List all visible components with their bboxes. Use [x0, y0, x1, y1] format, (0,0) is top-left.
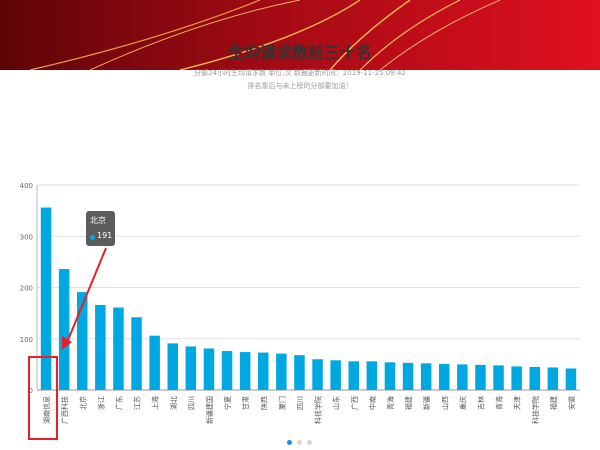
x-tick-label: 湖北 — [169, 396, 178, 410]
bar — [312, 359, 323, 390]
bar — [475, 364, 486, 390]
bar — [276, 353, 287, 390]
x-tick-label: 陕西 — [259, 396, 268, 410]
y-tick-label: 400 — [20, 182, 33, 190]
bar — [95, 304, 106, 390]
y-tick-label: 100 — [20, 336, 33, 344]
page-dot[interactable] — [297, 440, 302, 445]
bar — [58, 269, 70, 390]
x-tick-label: 甘肃 — [241, 396, 250, 410]
chart-title: 生均请求数前三十名 — [227, 43, 372, 62]
tooltip-value: 191 — [97, 231, 113, 240]
page-dot[interactable] — [287, 440, 292, 445]
header-banner — [0, 0, 600, 70]
x-tick-label: 安徽 — [567, 396, 576, 410]
chart-tooltip: 北京 191 — [86, 211, 115, 246]
bar — [384, 362, 396, 390]
bar — [439, 363, 450, 390]
x-tick-label: 厦门 — [277, 396, 286, 410]
x-tick-label: 新疆 — [422, 396, 431, 410]
bar — [221, 351, 233, 390]
x-tick-label: 广西科技 — [60, 396, 69, 424]
y-tick-label: 300 — [20, 233, 33, 241]
bar — [131, 317, 142, 390]
x-tick-label: 山西 — [440, 396, 449, 410]
annotation-arrow — [67, 247, 107, 341]
x-tick-label: 新疆建国 — [205, 396, 214, 424]
x-tick-label: 重庆 — [458, 396, 467, 410]
bar — [40, 207, 52, 390]
y-tick-label: 200 — [20, 285, 33, 293]
bar — [511, 366, 522, 390]
x-tick-label: 福建 — [404, 396, 413, 410]
bar — [547, 367, 559, 390]
x-tick-label: 广东 — [114, 396, 123, 410]
bar — [420, 363, 432, 390]
x-tick-label: 浙江 — [96, 396, 105, 410]
bar — [366, 361, 378, 390]
bar — [77, 292, 88, 390]
bar — [258, 352, 269, 390]
x-tick-label: 江苏 — [133, 396, 142, 410]
bar — [185, 346, 197, 390]
banner-graphic — [0, 0, 600, 70]
bar — [402, 362, 414, 390]
bar — [203, 348, 215, 390]
x-tick-label: 青海 — [386, 396, 395, 410]
x-tick-label: 四川 — [188, 396, 196, 410]
chart-subtitle: 分部24小时生均请求数 单位:次 数据更新时间：2019-11-25 09:42 — [194, 69, 406, 77]
highlight-box — [28, 356, 58, 440]
x-tick-label: 广西 — [350, 396, 359, 410]
page-dot[interactable] — [307, 440, 312, 445]
chart-note: 排名靠后与未上榜的分部要加油！ — [247, 82, 353, 90]
bar — [493, 365, 504, 390]
pagination-dots — [287, 430, 317, 449]
bar — [457, 364, 468, 390]
x-tick-label: 北京 — [78, 396, 87, 410]
bar — [529, 366, 540, 390]
annotation-arrowhead-icon — [62, 336, 72, 350]
bar — [149, 335, 160, 390]
tooltip-name: 北京 — [90, 216, 106, 225]
x-tick-label: 天津 — [514, 396, 522, 410]
x-tick-label: 湖南信息 — [42, 396, 51, 424]
x-tick-label: 上海 — [151, 396, 160, 410]
x-tick-label: 宁夏 — [223, 396, 232, 410]
x-tick-label: 福建 — [549, 396, 558, 410]
bar — [348, 361, 359, 390]
x-tick-label: 吉林 — [476, 396, 485, 410]
x-tick-label: 科技学院 — [531, 396, 540, 424]
bar — [565, 368, 577, 390]
bar — [294, 355, 305, 390]
x-tick-label: 中南 — [368, 396, 377, 410]
x-tick-label: 科技学院 — [314, 396, 323, 424]
tooltip-dot-icon — [90, 235, 95, 240]
bar — [330, 360, 341, 390]
x-tick-label: 山东 — [332, 396, 341, 410]
bar — [113, 307, 124, 390]
y-tick-label: 0 — [29, 387, 33, 395]
bar — [239, 352, 251, 390]
x-tick-label: 青海 — [495, 396, 504, 410]
x-tick-label: 四川 — [296, 396, 304, 410]
bar — [167, 343, 178, 390]
